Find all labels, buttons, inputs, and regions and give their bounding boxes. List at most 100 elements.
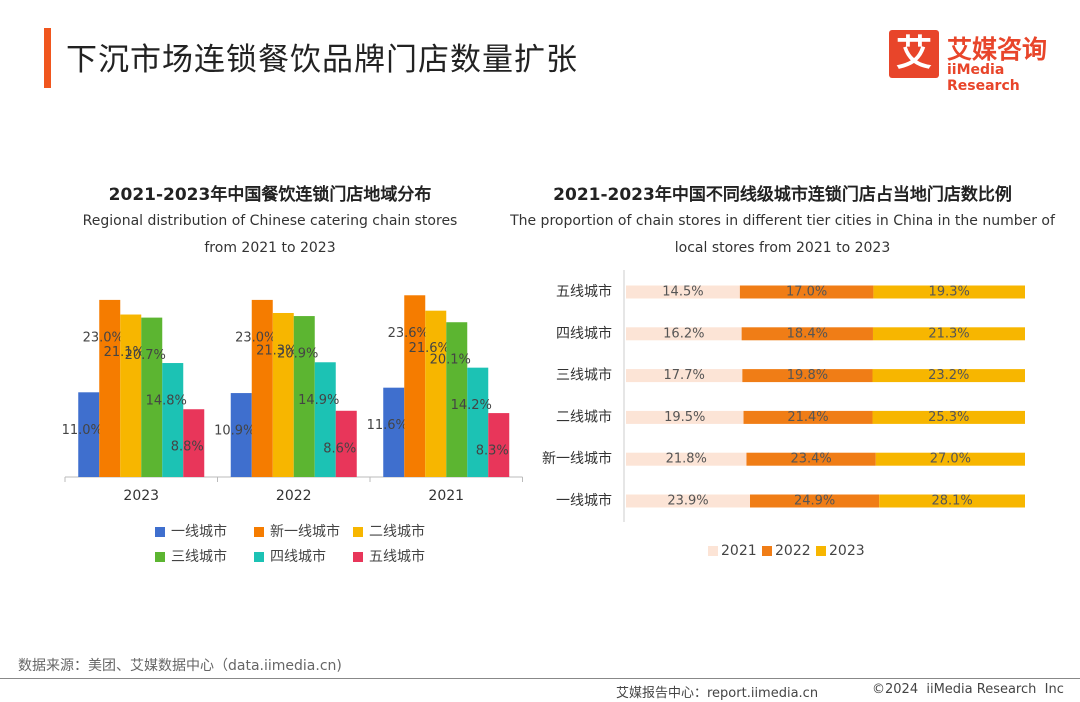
value-label: 21.6% [409,341,450,356]
value-label: 11.6% [367,418,408,433]
bar [425,310,447,477]
logo-en: iiMedia Research [947,62,1020,94]
x-tick-label: 2021 [428,488,464,504]
value-label: 18.4% [787,326,828,341]
value-label: 8.6% [323,441,356,456]
value-label: 8.8% [171,440,204,455]
y-tick-label: 一线城市 [556,492,612,509]
value-label: 21.3% [928,326,969,341]
legend-label: 四线城市 [270,548,326,565]
value-label: 21.4% [787,410,828,425]
y-tick-label: 四线城市 [556,325,612,342]
bar-segment [746,452,876,466]
value-label: 21.8% [666,452,707,467]
legend-label: 2022 [775,543,811,559]
title-accent [44,28,51,88]
legend-label: 三线城市 [171,548,227,565]
y-tick-label: 新一线城市 [542,450,612,467]
legend-swatch [155,527,165,537]
value-label: 23.0% [235,330,276,345]
y-tick-label: 五线城市 [556,283,612,300]
chart-title: 2021-2023年中国餐饮连锁门店地域分布 [108,185,432,205]
bar [272,312,294,477]
bar-segment [872,327,1025,341]
footer-left: 艾媒报告中心：report.iimedia.cn [616,686,819,701]
bar [99,299,121,477]
bar [383,387,405,477]
bar [230,393,252,477]
value-label: 23.2% [928,368,969,383]
value-label: 23.0% [83,330,124,345]
bar-segment [626,452,747,466]
legend-swatch [155,552,165,562]
legend-label: 新一线城市 [270,523,340,540]
chart-subtitle: The proportion of chain stores in differ… [510,213,1055,256]
value-label: 23.6% [388,326,429,341]
bar [446,322,468,477]
value-label: 25.3% [928,410,969,425]
bar [488,413,510,477]
value-label: 20.9% [277,347,318,362]
legend-label: 一线城市 [171,523,227,540]
value-label: 21.1% [104,345,145,360]
value-label: 17.7% [664,368,705,383]
value-label: 20.1% [430,353,471,368]
bar [314,362,336,477]
value-label: 14.5% [662,285,703,300]
bar-segment [743,410,873,424]
legend-label: 2023 [829,543,865,559]
page-title: 下沉市场连锁餐饮品牌门店数量扩张 [66,42,578,78]
bar [293,316,315,477]
bar-segment [875,452,1025,466]
x-tick-label: 2023 [123,488,159,504]
legend-swatch [816,546,826,556]
value-label: 19.3% [929,285,970,300]
legend-swatch [353,527,363,537]
legend-swatch [762,546,772,556]
legend-label: 五线城市 [369,548,425,565]
bar-segment [626,285,740,299]
bar-segment [626,494,751,508]
bar [467,367,489,477]
bar-segment [626,327,742,341]
legend-label: 2021 [721,543,757,559]
bar [141,317,163,477]
bar-segment [872,410,1025,424]
bar [183,409,205,477]
bar [162,363,184,477]
bar [251,299,273,477]
value-label: 23.9% [667,494,708,509]
legend-swatch [254,552,264,562]
value-label: 19.5% [664,410,705,425]
logo-name: 艾媒咨询 [947,35,1048,64]
y-tick-label: 二线城市 [556,408,612,425]
bar-segment [750,494,880,508]
chart-subtitle: Regional distribution of Chinese caterin… [82,213,458,256]
footer-rule [0,678,1080,679]
value-label: 19.8% [787,368,828,383]
x-tick-label: 2022 [276,488,312,504]
bar-segment [742,369,873,383]
bar-segment [873,285,1025,299]
source-note: 数据来源：美团、艾媒数据中心（data.iimedia.cn) [18,658,342,674]
legend-swatch [254,527,264,537]
chart-title: 2021-2023年中国不同线级城市连锁门店占当地门店数比例 [553,185,1012,205]
value-label: 16.2% [663,326,704,341]
bar-segment [739,285,874,299]
value-label: 28.1% [931,494,972,509]
bar-segment [741,327,873,341]
y-tick-label: 三线城市 [556,367,612,384]
bar [404,295,426,477]
bar-segment [879,494,1025,508]
value-label: 21.3% [256,343,297,358]
value-label: 23.4% [790,452,831,467]
bar-segment [872,369,1025,383]
bar-segment [626,410,744,424]
legend-label: 二线城市 [369,523,425,540]
value-label: 14.2% [451,398,492,413]
value-label: 11.0% [62,423,103,438]
value-label: 20.7% [125,348,166,363]
value-label: 8.3% [476,444,509,459]
legend-swatch [708,546,718,556]
value-label: 10.9% [214,424,255,439]
